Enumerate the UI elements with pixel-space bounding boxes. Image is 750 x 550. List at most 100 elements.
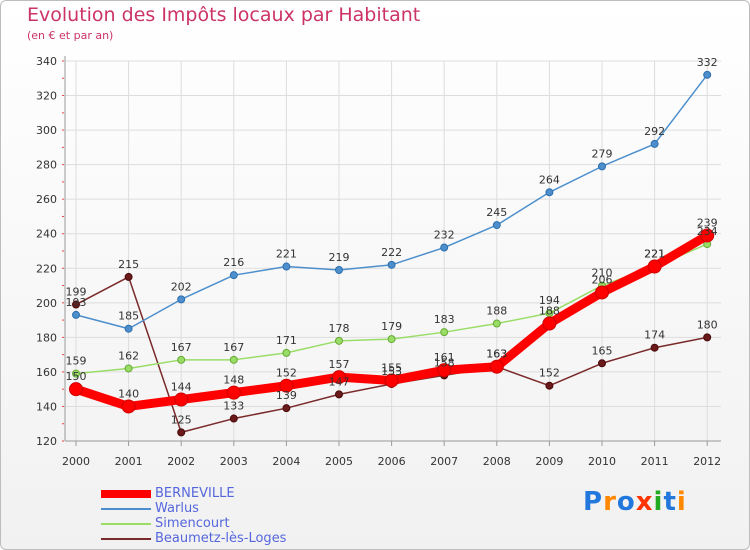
data-point-warlus-2008 <box>492 221 501 230</box>
data-label-simencourt-2010: 210 <box>592 267 613 280</box>
data-label-warlus-2007: 232 <box>434 229 455 242</box>
data-point-warlus-2001 <box>124 324 133 333</box>
y-tick-label-160: 160 <box>36 366 57 379</box>
chart-title: Evolution des Impôts locaux par Habitant <box>27 4 421 26</box>
logo-letter: x <box>635 487 654 517</box>
y-tick-label-200: 200 <box>36 297 57 310</box>
data-label-beaumetz-l-s-loges-2002: 125 <box>171 413 192 426</box>
data-label-warlus-2009: 264 <box>539 173 560 186</box>
data-point-warlus-2000 <box>72 310 80 319</box>
data-label-berneville-2002: 144 <box>171 381 192 394</box>
data-label-berneville-2006: 155 <box>381 362 402 375</box>
data-label-simencourt-2003: 167 <box>223 341 244 354</box>
data-label-simencourt-2002: 167 <box>171 341 192 354</box>
data-label-beaumetz-l-s-loges-2009: 152 <box>539 367 560 380</box>
data-point-warlus-2010 <box>598 162 606 171</box>
data-point-simencourt-2000 <box>72 369 80 378</box>
y-tick-label-240: 240 <box>36 228 57 241</box>
data-point-berneville-2006 <box>384 373 399 388</box>
data-point-beaumetz-l-s-loges-2010 <box>598 359 606 368</box>
data-label-layer: 150 140 144 148 152 157 155 161 163 188 206 221 239 1… <box>66 56 718 427</box>
data-label-beaumetz-l-s-loges-2001: 215 <box>118 258 139 271</box>
data-label-simencourt-2004: 171 <box>276 334 297 347</box>
y-tick-label-260: 260 <box>36 193 57 206</box>
data-label-simencourt-2000: 159 <box>66 355 87 368</box>
data-label-beaumetz-l-s-loges-2010: 165 <box>592 344 613 357</box>
data-label-berneville-2010: 206 <box>592 273 613 286</box>
y-tick-label-340: 340 <box>36 55 57 68</box>
data-point-warlus-2002 <box>177 295 186 304</box>
data-point-beaumetz-l-s-loges-2004 <box>282 404 291 413</box>
data-point-simencourt-2006 <box>387 335 396 344</box>
data-label-warlus-2005: 219 <box>329 251 350 264</box>
data-point-beaumetz-l-s-loges-2002 <box>177 428 186 437</box>
y-tick-label-120: 120 <box>36 435 57 448</box>
legend-item-simencourt: Simencourt <box>101 516 286 531</box>
data-label-simencourt-2005: 178 <box>329 322 350 335</box>
data-label-warlus-2006: 222 <box>381 246 402 259</box>
series-layer <box>69 70 715 437</box>
data-label-warlus-2008: 245 <box>486 206 507 219</box>
y-tick-label-280: 280 <box>36 159 57 172</box>
data-label-beaumetz-l-s-loges-2006: 153 <box>381 365 402 378</box>
data-label-berneville-2008: 163 <box>486 348 507 361</box>
logo-letter: r <box>603 487 617 517</box>
y-tick-label-320: 320 <box>36 90 57 103</box>
data-point-beaumetz-l-s-loges-2011 <box>650 343 659 352</box>
data-label-berneville-2004: 152 <box>276 367 297 380</box>
logo-letter: i <box>653 487 664 517</box>
data-point-berneville-2012 <box>700 228 715 243</box>
logo-letter: o <box>616 487 636 517</box>
data-point-beaumetz-l-s-loges-2009 <box>545 381 554 390</box>
legend-label-beaumetz-l-s-loges: Beaumetz-lès-Loges <box>155 531 287 546</box>
legend-item-berneville: BERNEVILLE <box>101 486 286 501</box>
data-label-berneville-2009: 188 <box>539 305 560 318</box>
data-label-beaumetz-l-s-loges-2000: 199 <box>66 286 87 299</box>
x-tick-label-2004: 2004 <box>272 455 300 468</box>
data-label-berneville-2011: 221 <box>644 248 665 261</box>
data-label-warlus-2001: 185 <box>118 310 139 323</box>
data-point-berneville-2001 <box>121 399 136 414</box>
y-tick-label-140: 140 <box>36 400 57 413</box>
data-label-beaumetz-l-s-loges-2005: 147 <box>329 375 350 388</box>
legend-swatch-warlus <box>101 507 151 510</box>
data-label-berneville-2012: 239 <box>697 216 718 229</box>
data-point-warlus-2007 <box>440 243 449 252</box>
data-point-simencourt-2004 <box>282 348 291 357</box>
data-point-simencourt-2005 <box>335 336 343 345</box>
x-tick-label-2001: 2001 <box>115 455 143 468</box>
x-tick-label-2005: 2005 <box>325 455 353 468</box>
data-label-warlus-2002: 202 <box>171 280 192 293</box>
axis-layer: 120 140 160 180 200 220 240 260 280 300 320 340 2000… <box>36 55 721 468</box>
data-point-beaumetz-l-s-loges-2012 <box>703 333 712 342</box>
y-tick-label-180: 180 <box>36 331 57 344</box>
proxiti-logo: Proxiti <box>583 487 687 517</box>
data-point-simencourt-2008 <box>492 319 501 328</box>
x-tick-label-2011: 2011 <box>641 455 669 468</box>
data-point-beaumetz-l-s-loges-2003 <box>229 414 238 423</box>
y-tick-label-220: 220 <box>36 262 57 275</box>
data-label-beaumetz-l-s-loges-2012: 180 <box>697 318 718 331</box>
data-label-warlus-2003: 216 <box>223 256 244 269</box>
data-label-simencourt-2011: 221 <box>644 248 665 261</box>
x-tick-label-2002: 2002 <box>167 455 195 468</box>
data-point-simencourt-2003 <box>229 355 238 364</box>
data-label-berneville-2005: 157 <box>329 358 350 371</box>
data-point-berneville-2002 <box>174 392 189 407</box>
data-point-berneville-2009 <box>542 316 557 331</box>
data-label-beaumetz-l-s-loges-2004: 139 <box>276 389 297 402</box>
data-point-warlus-2003 <box>229 271 238 280</box>
data-point-simencourt-2001 <box>124 364 133 373</box>
data-point-warlus-2004 <box>282 262 291 271</box>
legend: BERNEVILLE Warlus Simencourt Beaumetz-lès-L… <box>101 486 286 546</box>
data-label-warlus-2000: 193 <box>66 296 87 309</box>
data-label-beaumetz-l-s-loges-2003: 133 <box>223 400 244 413</box>
legend-item-warlus: Warlus <box>101 501 286 516</box>
x-tick-label-2007: 2007 <box>430 455 458 468</box>
data-point-berneville-2011 <box>647 259 662 274</box>
data-point-warlus-2011 <box>650 139 659 148</box>
data-label-warlus-2012: 332 <box>697 56 718 69</box>
legend-label-simencourt: Simencourt <box>155 516 230 531</box>
data-label-berneville-2007: 161 <box>434 351 455 364</box>
data-label-simencourt-2006: 179 <box>381 320 402 333</box>
